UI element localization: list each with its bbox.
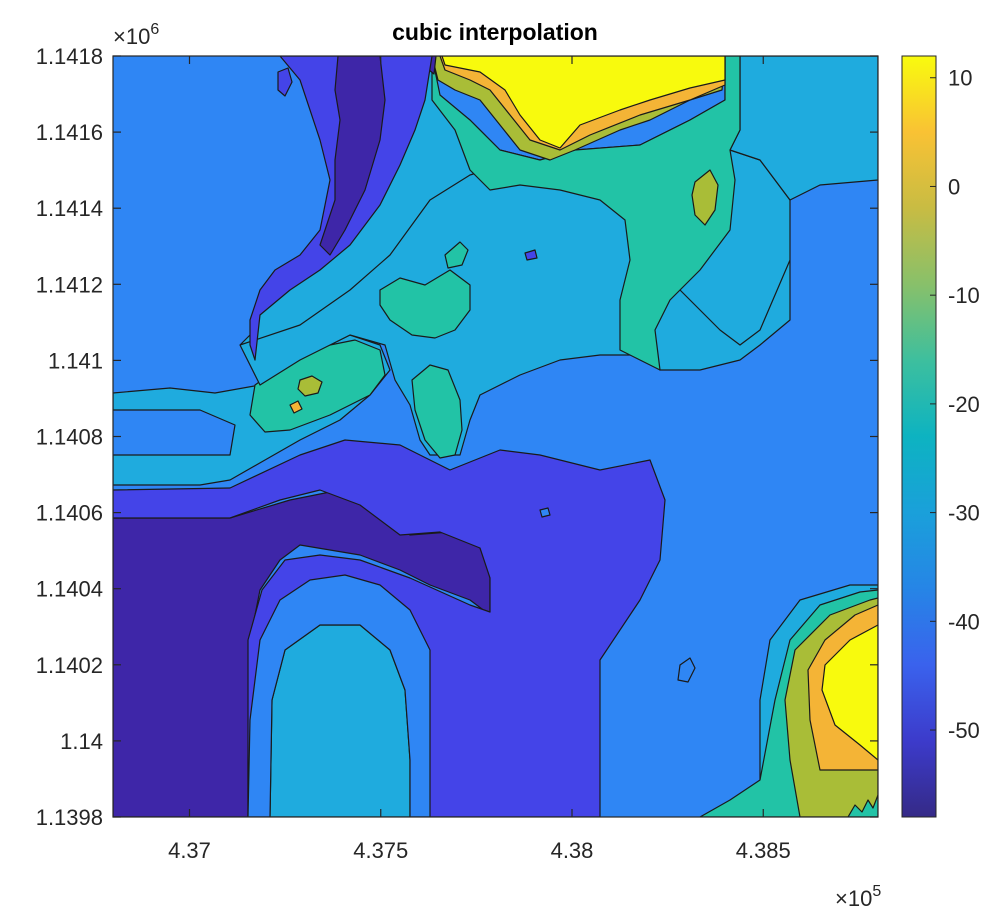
x-exponent-power: 5: [872, 883, 881, 900]
colorbar-tick-label: -10: [948, 283, 980, 308]
contour-region-small-pocket: [677, 657, 696, 683]
contour-region-bottom-right-teeth: [847, 794, 878, 817]
contour-region-bottom-dome-cyan: [269, 624, 411, 817]
contour-region-center-green-blob: [379, 269, 471, 339]
x-tick-label: 4.38: [551, 838, 594, 863]
colorbar-tick-label: -50: [948, 718, 980, 743]
y-tick-label: 1.1404: [36, 577, 103, 602]
y-tick-label: 1.1398: [36, 805, 103, 830]
y-exponent-base: ×10: [113, 24, 150, 49]
y-tick-label: 1.1414: [36, 196, 103, 221]
colorbar: [901, 55, 937, 818]
chart-title: cubic interpolation: [392, 19, 598, 45]
contour-region-center-green-oval: [411, 364, 463, 459]
contour-region-upper-right-small-lime: [691, 169, 719, 226]
contour-region-left-orange-dot: [289, 400, 303, 414]
y-tick-label: 1.14: [60, 729, 103, 754]
y-tick-label: 1.141: [48, 348, 103, 373]
colorbar-tick-label: -30: [948, 501, 980, 526]
contour-region-upper-right-green: [431, 56, 741, 371]
y-tick-label: 1.1402: [36, 653, 103, 678]
contour-region-tiny-center-loop: [524, 249, 538, 261]
contour-region-bottom-dome-outer: [247, 574, 431, 817]
x-axis: 4.37 4.375 4.38 4.385: [168, 56, 791, 863]
colorbar-axis: 10 0 -10 -20 -30 -40 -50: [930, 66, 980, 743]
y-tick-label: 1.1418: [36, 44, 103, 69]
contour-fill-layer: [113, 56, 878, 817]
contour-region-small-green: [444, 241, 469, 269]
contour-region-left-green-inner: [297, 375, 323, 397]
colorbar-tick-label: 0: [948, 174, 960, 199]
y-tick-label: 1.1408: [36, 425, 103, 450]
x-tick-label: 4.37: [168, 838, 211, 863]
y-tick-label: 1.1416: [36, 120, 103, 145]
x-tick-label: 4.375: [353, 838, 408, 863]
y-exponent-power: 6: [150, 21, 159, 38]
y-axis: 1.1398 1.14 1.1402 1.1404 1.1406 1.1408 1.141 1…: [36, 44, 878, 830]
y-exponent-label: ×106: [113, 21, 159, 49]
contour-region-top-left-small-pocket: [277, 67, 293, 97]
contour-region-top-yellow-peak: [441, 56, 726, 149]
contour-region-tiny-pocket: [539, 507, 551, 518]
y-tick-label: 1.1406: [36, 501, 103, 526]
contour-region-top-left-dark-ridge: [319, 56, 386, 256]
colorbar-tick-label: -20: [948, 392, 980, 417]
colorbar-tick-label: 10: [948, 66, 972, 91]
x-exponent-label: ×105: [835, 883, 881, 911]
x-exponent-base: ×10: [835, 886, 872, 911]
contour-region-bottom-right-yellow-peak: [821, 624, 878, 761]
y-tick-label: 1.1412: [36, 272, 103, 297]
colorbar-tick-label: -40: [948, 609, 980, 634]
x-tick-label: 4.385: [736, 838, 791, 863]
